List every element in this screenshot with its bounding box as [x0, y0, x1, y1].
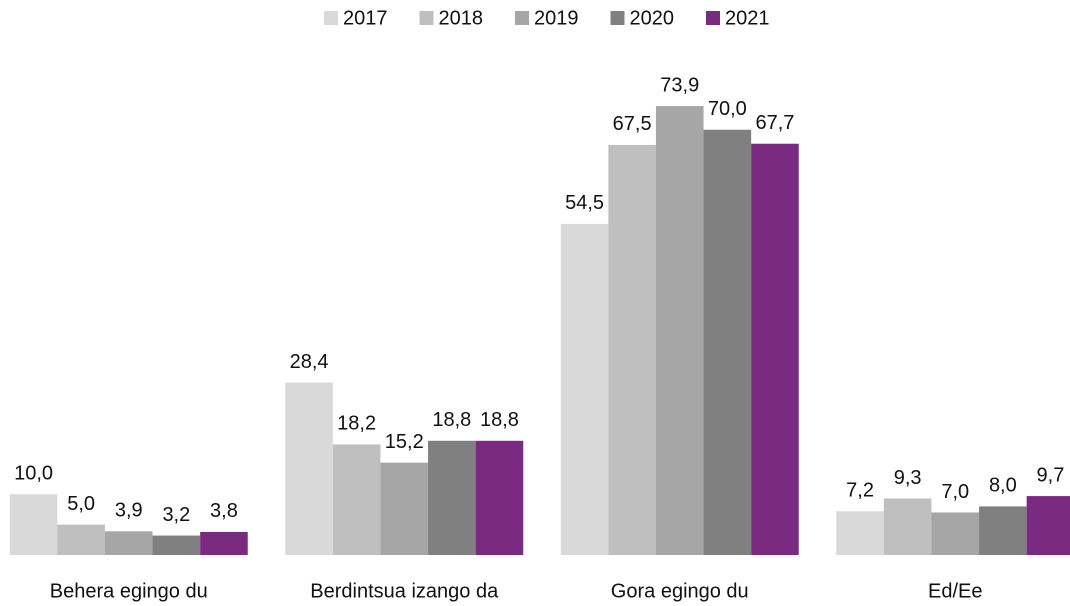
legend-label: 2017 [343, 7, 388, 29]
bar [332, 444, 381, 555]
value-label: 3,8 [210, 500, 238, 522]
bar [57, 524, 105, 555]
bar [475, 440, 524, 555]
legend-swatch [515, 11, 529, 25]
value-label: 3,2 [162, 504, 190, 526]
bar [703, 129, 752, 555]
bar [200, 531, 248, 555]
legend-label: 2021 [725, 7, 770, 29]
value-label: 5,0 [67, 493, 95, 515]
value-label: 3,9 [115, 500, 143, 522]
bar [560, 223, 609, 555]
bar [883, 498, 932, 555]
value-label: 9,7 [1037, 464, 1065, 486]
x-tick-label: Behera egingo du [50, 580, 208, 602]
bar [836, 511, 884, 555]
value-label: 67,7 [755, 112, 794, 134]
bar [655, 106, 704, 556]
value-label: 10,0 [14, 463, 53, 485]
bar [285, 382, 333, 555]
bar [931, 512, 980, 555]
value-label: 15,2 [385, 431, 424, 453]
legend-label: 2018 [439, 7, 484, 29]
value-label: 70,0 [708, 98, 747, 120]
value-label: 9,3 [894, 467, 922, 489]
bar [380, 462, 429, 555]
legend-label: 2019 [534, 7, 579, 29]
legend-swatch [610, 11, 625, 25]
bar [751, 143, 799, 555]
value-label: 67,5 [613, 113, 652, 135]
bar [152, 535, 201, 555]
bar [1026, 496, 1070, 555]
bar [104, 531, 153, 555]
value-label: 73,9 [660, 74, 699, 96]
value-label: 28,4 [290, 351, 329, 373]
legend-label: 2020 [630, 7, 675, 29]
value-label: 18,8 [432, 409, 471, 431]
bar [9, 494, 58, 555]
legend-swatch [706, 11, 720, 25]
legend-swatch [324, 11, 338, 25]
bar [428, 440, 476, 555]
value-label: 8,0 [989, 475, 1017, 497]
value-label: 54,5 [565, 192, 604, 214]
x-tick-label: Gora egingo du [611, 580, 749, 602]
bar [979, 506, 1027, 555]
value-label: 18,8 [480, 409, 519, 431]
x-tick-label: Berdintsua izango da [310, 580, 499, 602]
x-tick-label: Ed/Ee [928, 580, 982, 602]
value-label: 7,2 [846, 480, 874, 502]
bar [608, 144, 656, 555]
legend-swatch [419, 11, 434, 25]
value-label: 18,2 [337, 413, 376, 435]
value-label: 7,0 [941, 481, 969, 503]
